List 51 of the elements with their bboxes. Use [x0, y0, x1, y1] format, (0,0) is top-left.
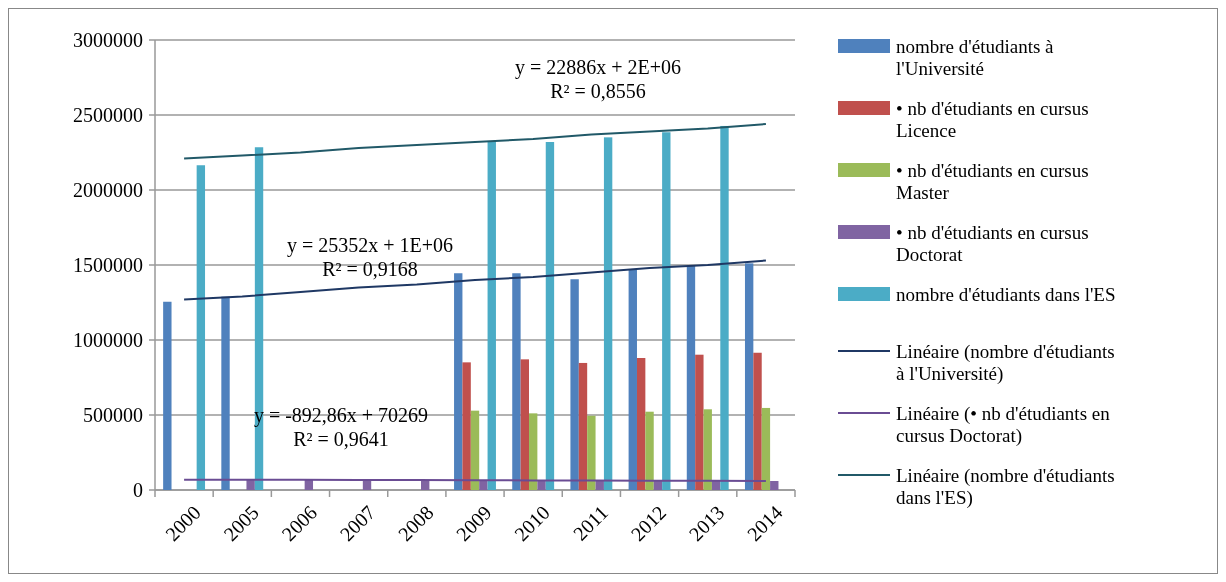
- y-tick-label: 500000: [83, 404, 143, 426]
- line-series: [183, 123, 767, 160]
- legend-label: • nb d'étudiants en cursus Licence: [896, 97, 1089, 142]
- bar: [254, 147, 264, 490]
- y-tick-label: 3000000: [73, 29, 143, 51]
- legend-label: • nb d'étudiants en cursus Master: [896, 159, 1089, 204]
- bar: [770, 481, 779, 490]
- bar: [470, 410, 480, 490]
- bar: [528, 413, 538, 490]
- y-tick-label: 1000000: [73, 329, 143, 351]
- bar: [761, 407, 771, 490]
- bar: [628, 269, 637, 490]
- bar: [703, 409, 712, 490]
- legend-label: nombre d'étudiants dans l'ES: [896, 283, 1116, 305]
- bar: [163, 301, 172, 490]
- bar: [744, 263, 754, 490]
- bar: [587, 415, 596, 490]
- bar: [695, 354, 704, 490]
- legend-label: nombre d'étudiants à l'Université: [896, 35, 1055, 80]
- annotation: y = 22886x + 2E+06 R² = 0,8556: [514, 56, 682, 102]
- y-tick-label: 2500000: [73, 104, 143, 126]
- bar: [578, 362, 588, 490]
- legend-label: Linéaire (nombre d'étudiants à l'Université): [896, 340, 1115, 386]
- annotation: y = 25352x + 1E+06 R² = 0,9168: [286, 234, 454, 280]
- bar: [512, 273, 521, 490]
- bar: [479, 480, 488, 490]
- bar: [662, 132, 671, 490]
- legend-label: • nb d'étudiants en cursus Doctorat: [896, 221, 1089, 266]
- bar: [537, 480, 546, 490]
- bar: [570, 279, 579, 490]
- bar: [221, 296, 230, 490]
- bar: [454, 273, 463, 490]
- bar: [487, 141, 496, 490]
- legend-label: Linéaire (• nb d'étudiants en cursus Doctorat): [896, 402, 1111, 448]
- bar: [753, 352, 762, 490]
- bar: [520, 359, 529, 490]
- bar: [686, 266, 696, 490]
- bar: [645, 411, 654, 490]
- legend-label: Linéaire (nombre d'étudiants dans l'ES): [896, 464, 1115, 510]
- y-tick-label: 1500000: [73, 254, 143, 276]
- annotation: y = -892,86x + 70269 R² = 0,9641: [253, 404, 429, 450]
- y-tick-label: 2000000: [73, 179, 143, 201]
- bar: [603, 137, 613, 490]
- bar: [720, 125, 729, 490]
- line-series: [183, 259, 767, 301]
- bar: [636, 358, 646, 490]
- bar: [545, 142, 555, 490]
- x-tick-label: 2011: [568, 501, 613, 545]
- y-tick-label: 0: [133, 479, 143, 501]
- bar: [462, 362, 471, 490]
- bar: [196, 165, 206, 490]
